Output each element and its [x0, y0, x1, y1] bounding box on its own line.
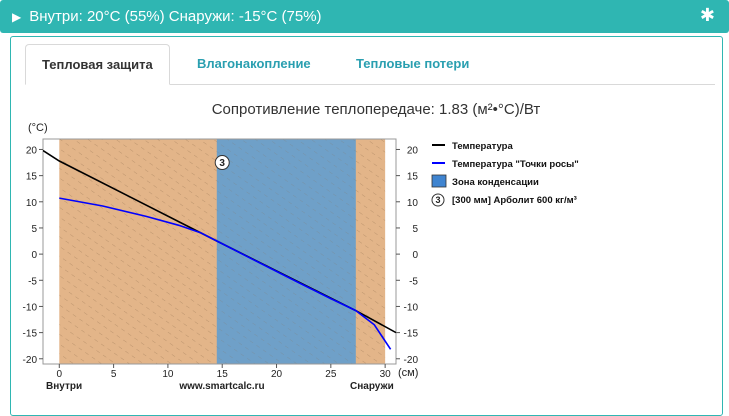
legend-label-2: Зона конденсации: [452, 177, 539, 188]
y-tick-label-left: -10: [23, 302, 38, 313]
y-tick-label-right: -10: [404, 302, 419, 313]
y-tick-label-right: 5: [412, 224, 418, 235]
layer-marker-label: 3: [219, 158, 225, 169]
header-bar[interactable]: ▶ Внутри: 20°C (55%) Снаружи: -15°C (75%…: [0, 0, 729, 33]
legend-label-1: Температура "Точки росы": [452, 159, 579, 170]
y-tick-label-right: 10: [407, 198, 419, 209]
tab-heat-loss[interactable]: Тепловые потери: [356, 56, 470, 71]
y-tick-label-left: 15: [26, 172, 38, 183]
layer-marker-circle: [214, 155, 230, 171]
caret-right-icon[interactable]: ▶: [12, 9, 22, 24]
chart-title: Сопротивление теплопередаче: 1.83 (м²•°С…: [212, 101, 541, 118]
tab-moisture-accumulation[interactable]: Влагонакопление: [197, 56, 311, 71]
plot-area: 20 20 15 15 10 10 5 5 0 0 -5 -5 -10 -10 -15 -15 -20 -20 0 5…: [23, 122, 419, 392]
x-tick-label: 25: [325, 369, 337, 380]
x-axis-label: (см): [398, 367, 418, 379]
x-tick-label: 30: [380, 369, 392, 380]
x-tick-label: 20: [271, 369, 283, 380]
legend-label-3: [300 мм] Арболит 600 кг/м³: [452, 195, 577, 206]
legend-swatch-2: [431, 174, 447, 188]
plot-border: [42, 138, 397, 365]
chart-legend: Температура Температура "Точки росы" Зона …: [431, 141, 579, 207]
y-tick-label-left: 20: [26, 145, 38, 156]
y-tick-label-right: 20: [407, 145, 419, 156]
header-title: Внутри: 20°C (55%) Снаружи: -15°C (75%): [29, 8, 322, 25]
y-tick-label-left: 5: [31, 224, 37, 235]
x-tick-label: 5: [111, 369, 117, 380]
asterisk-icon[interactable]: ✱: [699, 5, 715, 25]
y-tick-label-left: -5: [28, 276, 37, 287]
x-tick-label: 15: [217, 369, 229, 380]
y-tick-label-left: 0: [31, 250, 37, 261]
condensation-hatch: [216, 139, 356, 364]
y-axis-label: (°C): [28, 122, 48, 134]
y-tick-label-right: 15: [407, 172, 419, 183]
x-right-label: Снаружи: [350, 381, 394, 392]
x-center-label: www.smartcalc.ru: [178, 381, 264, 392]
x-tick-label: 10: [162, 369, 174, 380]
y-tick-label-right: 0: [412, 250, 418, 261]
y-tick-label-left: 10: [26, 198, 38, 209]
y-tick-label-left: -20: [23, 355, 38, 366]
y-tick-label-left: -15: [23, 329, 38, 340]
legend-label-0: Температура: [452, 141, 513, 152]
y-tick-label-right: -5: [409, 276, 418, 287]
series-line-1: [59, 197, 392, 350]
tab-thermal-protection[interactable]: Тепловая защита: [25, 44, 170, 85]
x-tick-label: 0: [57, 369, 63, 380]
legend-marker-circle: [431, 193, 445, 207]
legend-marker-number: 3: [435, 195, 440, 205]
y-tick-label-right: -15: [404, 329, 419, 340]
tab-bar: Тепловая защита Влагонакопление Тепловые…: [25, 44, 715, 85]
x-left-label: Внутри: [46, 381, 82, 392]
y-tick-label-right: -20: [404, 355, 419, 366]
